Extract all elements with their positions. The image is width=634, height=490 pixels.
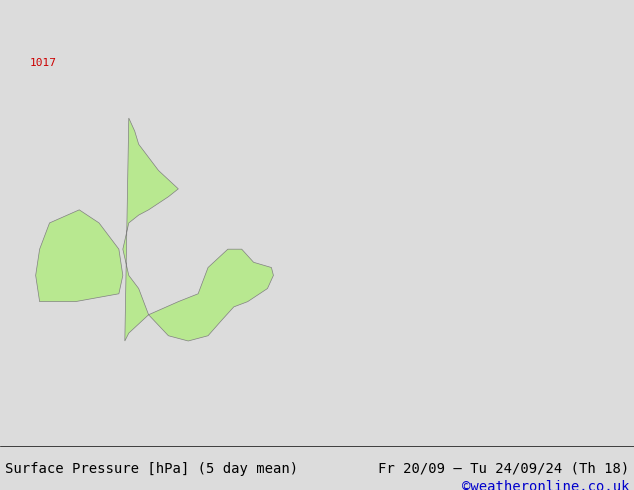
Text: 1017: 1017 [30, 57, 56, 68]
Text: ©weatheronline.co.uk: ©weatheronline.co.uk [462, 480, 629, 490]
Text: Surface Pressure [hPa] (5 day mean): Surface Pressure [hPa] (5 day mean) [5, 462, 298, 476]
Polygon shape [123, 118, 273, 341]
Polygon shape [36, 210, 123, 302]
Text: Fr 20/09 — Tu 24/09/24 (Th 18): Fr 20/09 — Tu 24/09/24 (Th 18) [378, 462, 629, 476]
